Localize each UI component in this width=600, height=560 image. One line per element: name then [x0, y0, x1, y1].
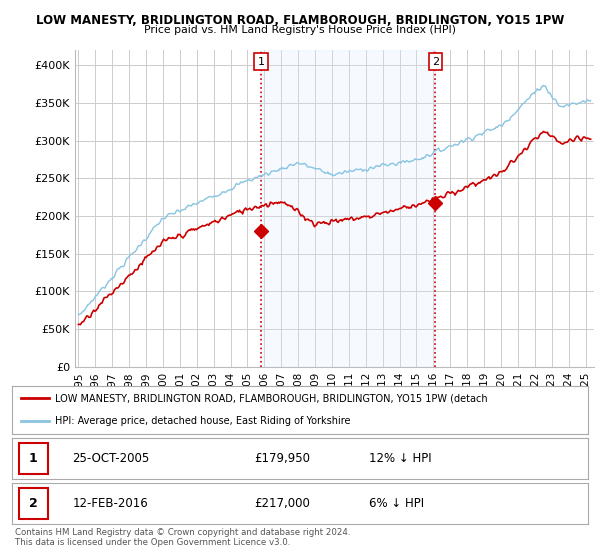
Text: 2: 2	[432, 57, 439, 67]
Text: HPI: Average price, detached house, East Riding of Yorkshire: HPI: Average price, detached house, East…	[55, 416, 350, 426]
Text: 25-OCT-2005: 25-OCT-2005	[73, 452, 150, 465]
Text: 12-FEB-2016: 12-FEB-2016	[73, 497, 148, 510]
Text: Contains HM Land Registry data © Crown copyright and database right 2024.
This d: Contains HM Land Registry data © Crown c…	[15, 528, 350, 547]
Text: 12% ↓ HPI: 12% ↓ HPI	[369, 452, 432, 465]
Text: LOW MANESTY, BRIDLINGTON ROAD, FLAMBOROUGH, BRIDLINGTON, YO15 1PW: LOW MANESTY, BRIDLINGTON ROAD, FLAMBOROU…	[36, 14, 564, 27]
Text: 1: 1	[29, 452, 38, 465]
FancyBboxPatch shape	[19, 444, 48, 474]
Text: 6% ↓ HPI: 6% ↓ HPI	[369, 497, 424, 510]
Text: £179,950: £179,950	[254, 452, 310, 465]
Text: 2: 2	[29, 497, 38, 510]
Text: £217,000: £217,000	[254, 497, 310, 510]
Text: LOW MANESTY, BRIDLINGTON ROAD, FLAMBOROUGH, BRIDLINGTON, YO15 1PW (detach: LOW MANESTY, BRIDLINGTON ROAD, FLAMBOROU…	[55, 393, 488, 403]
FancyBboxPatch shape	[19, 488, 48, 519]
Bar	[261, 50, 436, 367]
Text: 1: 1	[258, 57, 265, 67]
Text: Price paid vs. HM Land Registry's House Price Index (HPI): Price paid vs. HM Land Registry's House …	[144, 25, 456, 35]
